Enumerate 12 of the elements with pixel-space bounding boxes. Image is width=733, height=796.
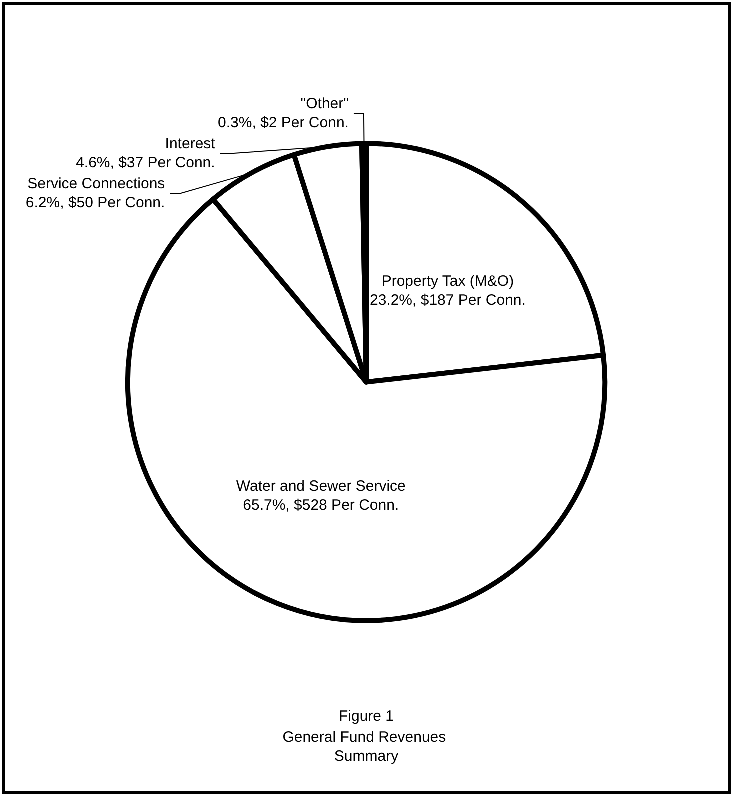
slice-label: Interest — [165, 136, 216, 153]
data-label: 4.6%, $37 Per Conn. — [76, 154, 216, 172]
slice-label: Property Tax (M&O) — [382, 273, 514, 290]
data-label: 0.3%, $2 Per Conn. — [218, 114, 349, 132]
slice-label: Service Connections — [28, 176, 166, 193]
text: Figure 1 — [338, 708, 394, 725]
data-label: 6.2%, $50 Per Conn. — [26, 194, 166, 212]
slice-label: "Other" — [300, 96, 349, 113]
slice-label: Water and Sewer Service — [236, 478, 406, 495]
data-label: 23.2%, $187 Per Conn. — [370, 292, 526, 310]
text: General Fund Revenues Summary — [282, 729, 450, 765]
data-label: 65.7%, $528 Per Conn. — [243, 496, 400, 514]
